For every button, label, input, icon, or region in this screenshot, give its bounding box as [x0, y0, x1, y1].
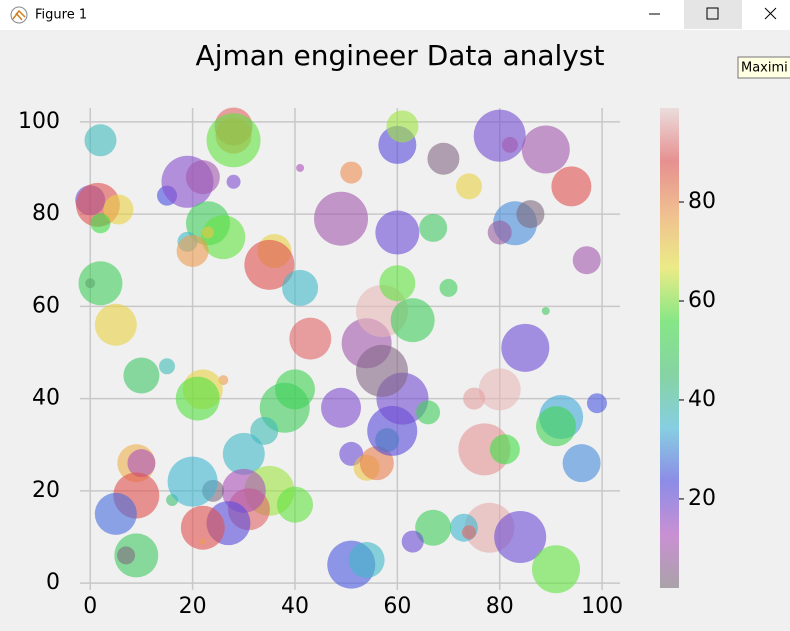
maximize-button[interactable]: [684, 0, 742, 29]
colorbar: [660, 108, 679, 588]
x-tick-label: 20: [179, 594, 207, 619]
bubble: [167, 456, 218, 507]
bubble: [463, 387, 486, 410]
y-tick-label: 40: [32, 386, 60, 411]
x-tick-label: 100: [581, 594, 623, 619]
bubble: [494, 510, 547, 563]
tooltip-text: Maximi: [741, 61, 788, 76]
bubble: [201, 215, 246, 260]
chart-title: Ajman engineer Data analyst: [196, 39, 605, 72]
y-tick-label: 100: [18, 109, 60, 134]
app-icon: [10, 6, 28, 24]
y-tick-label: 60: [32, 293, 60, 318]
bubble: [296, 163, 305, 172]
bubble: [562, 444, 601, 483]
bubble: [487, 220, 512, 245]
bubble: [244, 239, 295, 290]
x-tick-label: 40: [281, 594, 309, 619]
bubble: [478, 368, 521, 411]
y-tick-label: 80: [32, 201, 60, 226]
x-tick-label: 60: [383, 594, 411, 619]
x-tick-label: 0: [83, 594, 97, 619]
bubble: [501, 323, 550, 372]
bubble: [551, 166, 592, 207]
bubble: [289, 317, 332, 360]
bubble: [127, 449, 156, 478]
bubble: [117, 546, 136, 565]
bubble: [516, 200, 545, 229]
bubble: [401, 530, 424, 553]
bubble: [94, 303, 137, 346]
bubble: [114, 533, 159, 578]
bubble: [541, 306, 550, 315]
bubble: [439, 278, 458, 297]
bubble: [489, 434, 520, 465]
bubble: [201, 226, 214, 239]
window-title: Figure 1: [35, 8, 87, 23]
bubble: [355, 344, 408, 397]
bubble: [180, 505, 225, 550]
bubble: [379, 265, 416, 302]
bubble: [456, 173, 483, 200]
bubble: [532, 545, 581, 594]
colorbar-tick-label: 40: [688, 387, 716, 412]
bubble: [415, 509, 452, 546]
bubble: [176, 234, 209, 267]
bubble: [375, 210, 420, 255]
colorbar-tick-label: 60: [688, 288, 716, 313]
bubble: [416, 400, 441, 425]
colorbar-tick-label: 80: [688, 189, 716, 214]
colorbar-tick-label: 20: [688, 486, 716, 511]
bubble: [314, 191, 369, 246]
bubble: [282, 269, 319, 306]
bubble: [462, 525, 477, 540]
bubble: [199, 538, 206, 545]
bubble: [321, 387, 362, 428]
bubble: [536, 406, 577, 447]
bubble: [276, 486, 313, 523]
y-tick-label: 20: [32, 478, 60, 503]
bubble: [501, 136, 518, 153]
bubble: [390, 298, 435, 343]
minimize-button[interactable]: [626, 0, 684, 29]
bubble: [586, 393, 607, 414]
bubble: [185, 160, 220, 195]
bubble: [222, 432, 265, 475]
bubble: [84, 124, 117, 157]
bubble: [419, 213, 448, 242]
app-icon-mark: [12, 9, 26, 21]
bubble: [103, 194, 134, 225]
close-button[interactable]: [742, 0, 790, 29]
bubble: [340, 161, 363, 184]
bubble: [473, 109, 526, 162]
bubble: [572, 246, 601, 275]
bubble: [78, 261, 123, 306]
bubble: [206, 113, 261, 168]
x-tick-label: 80: [486, 594, 514, 619]
bubble: [94, 492, 137, 535]
bubble: [226, 174, 241, 189]
bubble: [90, 213, 111, 234]
bubble: [348, 542, 385, 579]
bubble: [521, 125, 570, 174]
bubble: [123, 357, 160, 394]
bubble: [386, 110, 419, 143]
bubble: [427, 142, 460, 175]
y-tick-label: 0: [46, 570, 60, 595]
bubble: [175, 376, 220, 421]
bubble: [159, 358, 176, 375]
tooltip: [737, 56, 790, 79]
